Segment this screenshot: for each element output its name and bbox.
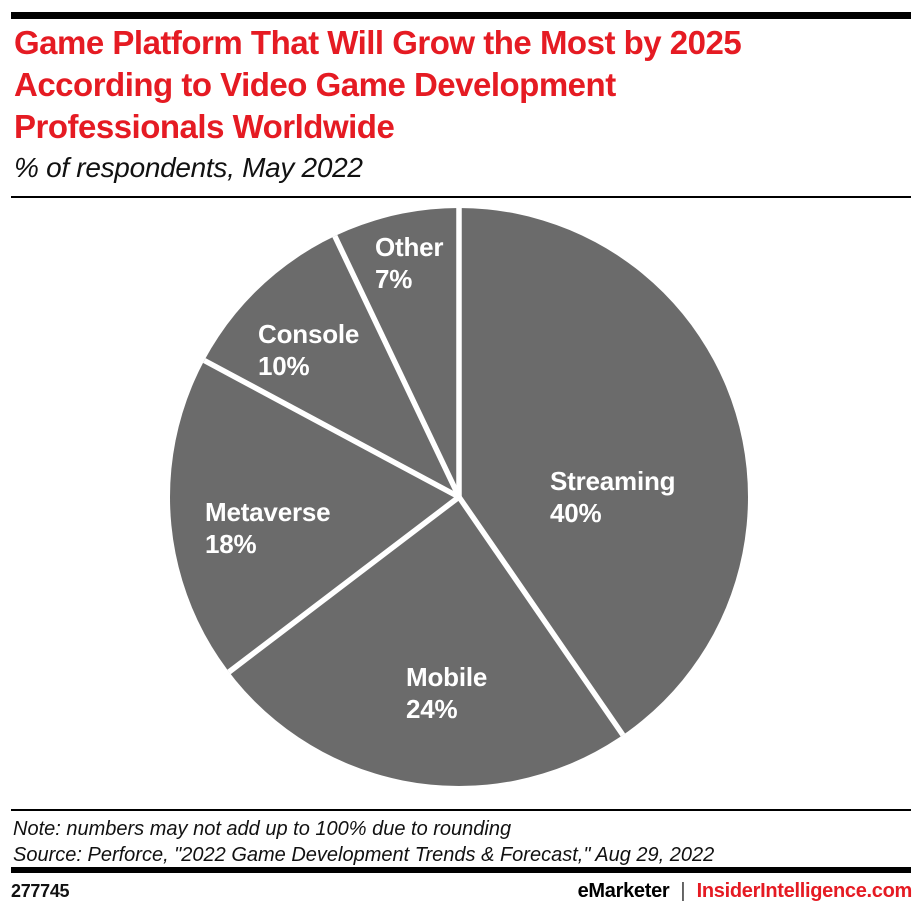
- header-rule: [11, 196, 911, 198]
- chart-title-line-2: According to Video Game Development: [14, 66, 616, 103]
- brand-emarketer: eMarketer: [577, 880, 670, 902]
- slice-value-mobile: 24%: [406, 694, 458, 724]
- chart-id: 277745: [11, 881, 70, 901]
- slice-separator-metaverse: [227, 494, 461, 675]
- note-text: Note: numbers may not add up to 100% due…: [13, 818, 512, 840]
- slice-separator-console: [203, 358, 461, 500]
- slice-value-other: 7%: [375, 264, 413, 294]
- slice-name-other: Other: [375, 232, 444, 262]
- note-block: Note: numbers may not add up to 100% due…: [13, 816, 908, 868]
- source-text: Source: Perforce, "2022 Game Development…: [13, 844, 715, 866]
- slice-name-mobile: Mobile: [406, 662, 488, 692]
- slice-separator-other: [332, 234, 462, 499]
- pie-svg: [170, 208, 748, 786]
- pie-chart: Streaming 40% Mobile 24% Metaverse 18% C…: [0, 197, 922, 809]
- slice-label-streaming: Streaming 40%: [550, 465, 676, 529]
- chart-title-line-1: Game Platform That Will Grow the Most by…: [14, 24, 742, 61]
- note-rule: [11, 809, 911, 811]
- chart-title-line-3: Professionals Worldwide: [14, 108, 395, 145]
- slice-value-console: 10%: [258, 351, 310, 381]
- slice-label-console: Console 10%: [258, 318, 359, 382]
- chart-title: Game Platform That Will Grow the Most by…: [14, 22, 899, 148]
- slice-label-other: Other 7%: [375, 231, 444, 295]
- slice-label-mobile: Mobile 24%: [406, 661, 487, 725]
- footer-row: 277745 eMarketer | InsiderIntelligence.c…: [11, 880, 912, 903]
- slice-value-streaming: 40%: [550, 498, 602, 528]
- brand-separator: |: [680, 880, 686, 902]
- slice-separator-mobile: [456, 495, 626, 737]
- slice-name-console: Console: [258, 319, 360, 349]
- slice-value-metaverse: 18%: [205, 529, 257, 559]
- footer-rule: [11, 867, 911, 873]
- slice-label-metaverse: Metaverse 18%: [205, 496, 331, 560]
- brand-site: InsiderIntelligence.com: [696, 880, 913, 902]
- chart-subtitle: % of respondents, May 2022: [14, 152, 363, 183]
- top-rule: [11, 12, 911, 19]
- brand-group: eMarketer | InsiderIntelligence.com: [577, 880, 913, 903]
- slice-name-metaverse: Metaverse: [205, 497, 331, 527]
- slice-name-streaming: Streaming: [550, 466, 676, 496]
